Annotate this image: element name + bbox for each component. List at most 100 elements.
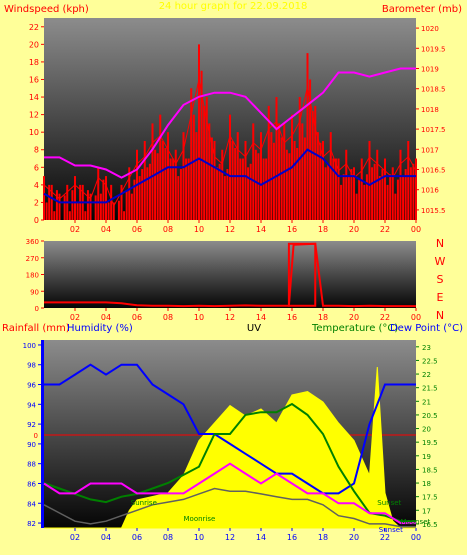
temperature-axis-title: Temperature (°C) xyxy=(311,323,398,334)
wind-axis-title: Windspeed (kph) xyxy=(4,4,89,15)
humidity-y-tick-label: 100 xyxy=(23,342,36,350)
x-tick-label: 14 xyxy=(256,313,266,322)
wind-y-tick-label: 22 xyxy=(29,23,39,32)
x-tick-label: 08 xyxy=(163,313,173,322)
temperature-y-tick-label: 20 xyxy=(422,426,431,434)
wind-y-tick-label: 4 xyxy=(34,181,39,190)
wind-speed-line xyxy=(43,79,417,208)
humidity-y-tick-label: 96 xyxy=(27,382,36,390)
barometer-line xyxy=(44,67,416,179)
barometer-y-tick-label: 1016 xyxy=(421,187,439,195)
x-tick-label: 12 xyxy=(225,225,235,234)
temperature-y-tick-label: 18.5 xyxy=(422,466,438,474)
wind-y-tick-label: 18 xyxy=(29,58,39,67)
wind-y-tick-label: 20 xyxy=(29,40,39,49)
wind-direction-spike xyxy=(287,242,317,307)
x-tick-label: 22 xyxy=(380,533,390,542)
uv-axis-title: UV xyxy=(247,323,261,334)
temperature-y-tick-label: 18 xyxy=(422,480,431,488)
humidity-y-tick-label: 98 xyxy=(27,362,36,370)
wind-y-tick-label: 6 xyxy=(34,163,39,172)
event-annotation: Sunset xyxy=(377,499,401,507)
x-tick-label: 12 xyxy=(225,533,235,542)
pink-series-line xyxy=(43,462,416,525)
x-tick-label: 20 xyxy=(349,313,359,322)
x-tick-label: 16 xyxy=(287,313,297,322)
direction-y-tick-label: 180 xyxy=(26,272,39,280)
x-tick-label: 16 xyxy=(287,533,297,542)
wind-average-line xyxy=(43,148,416,204)
dewpoint-line xyxy=(43,487,416,528)
temperature-y-tick-label: 22 xyxy=(422,371,431,379)
plot-background xyxy=(44,241,416,308)
x-tick-label: 20 xyxy=(349,225,359,234)
humidity-y-tick-label: 82 xyxy=(27,520,36,528)
x-tick-label: 08 xyxy=(163,533,173,542)
wind-y-tick-label: 12 xyxy=(29,111,39,120)
temperature-line xyxy=(43,402,416,523)
rainfall-y-tick-label: 0 xyxy=(34,432,38,440)
x-tick-label: 02 xyxy=(70,533,80,542)
x-tick-label: 22 xyxy=(380,313,390,322)
temperature-y-tick-label: 19.5 xyxy=(422,439,438,447)
x-tick-label: 04 xyxy=(101,225,111,234)
x-tick-label: 12 xyxy=(225,313,235,322)
x-tick-label: 10 xyxy=(194,225,204,234)
temperature-y-tick-label: 23 xyxy=(422,344,431,352)
x-tick-label: 06 xyxy=(132,313,142,322)
x-tick-label: 18 xyxy=(318,533,328,542)
barometer-y-tick-label: 1019.5 xyxy=(421,45,446,53)
wind-y-tick-label: 10 xyxy=(29,128,39,137)
humidity-axis-title: Humidity (%) xyxy=(67,323,133,334)
event-annotation: Moonrise xyxy=(184,515,216,523)
dewpoint-axis-title: Dew Point (°C) xyxy=(390,323,463,334)
x-tick-label: 20 xyxy=(349,533,359,542)
humidity-y-tick-label: 90 xyxy=(27,441,36,449)
temperature-y-tick-label: 22.5 xyxy=(422,357,438,365)
temperature-y-tick-label: 21 xyxy=(422,398,431,406)
wind-y-tick-label: 8 xyxy=(34,146,39,155)
wind-y-tick-label: 2 xyxy=(34,198,39,207)
x-tick-label: 08 xyxy=(163,225,173,234)
x-tick-label: 18 xyxy=(318,313,328,322)
x-tick-label: 00 xyxy=(411,225,421,234)
barometer-y-tick-label: 1017 xyxy=(421,146,439,154)
direction-y-tick-label: 360 xyxy=(26,238,39,246)
compass-label: E xyxy=(437,291,444,304)
compass-label: W xyxy=(435,255,446,268)
barometer-y-tick-label: 1015.5 xyxy=(421,207,446,215)
x-tick-label: 22 xyxy=(380,225,390,234)
x-tick-label: 16 xyxy=(287,225,297,234)
x-tick-label: 14 xyxy=(256,225,266,234)
chart-title: 24 hour graph for 22.09.2018 xyxy=(159,1,308,12)
x-tick-label: 00 xyxy=(411,533,421,542)
rainfall-axis-title: Rainfall (mm) xyxy=(2,323,70,334)
event-annotation: Moonset xyxy=(401,518,431,526)
temperature-y-tick-label: 19 xyxy=(422,453,431,461)
x-tick-label: 00 xyxy=(411,313,421,322)
x-tick-label: 10 xyxy=(194,533,204,542)
x-tick-label: 06 xyxy=(132,533,142,542)
humidity-y-tick-label: 94 xyxy=(27,401,36,409)
direction-y-tick-label: 90 xyxy=(30,288,39,296)
humidity-y-tick-label: 84 xyxy=(27,500,36,508)
temperature-y-tick-label: 16.5 xyxy=(422,521,438,529)
x-tick-label: 02 xyxy=(70,313,80,322)
wind-direction-line xyxy=(44,242,416,308)
x-tick-label: 18 xyxy=(318,225,328,234)
wind-y-tick-label: 0 xyxy=(34,216,39,225)
direction-y-tick-label: 0 xyxy=(35,305,39,313)
barometer-y-tick-label: 1016.5 xyxy=(421,167,446,175)
barometer-y-tick-label: 1020 xyxy=(421,25,439,33)
barometer-y-tick-label: 1017.5 xyxy=(421,126,446,134)
temperature-y-tick-label: 17.5 xyxy=(422,494,438,502)
x-tick-label: 04 xyxy=(101,313,111,322)
barometer-y-tick-label: 1018 xyxy=(421,106,439,114)
humidity-y-tick-label: 92 xyxy=(27,421,36,429)
compass-label: S xyxy=(437,273,444,286)
temperature-y-tick-label: 17 xyxy=(422,507,431,515)
barometer-axis-title: Barometer (mb) xyxy=(382,4,462,15)
barometer-y-tick-label: 1019 xyxy=(421,66,439,74)
x-tick-label: 04 xyxy=(101,533,111,542)
